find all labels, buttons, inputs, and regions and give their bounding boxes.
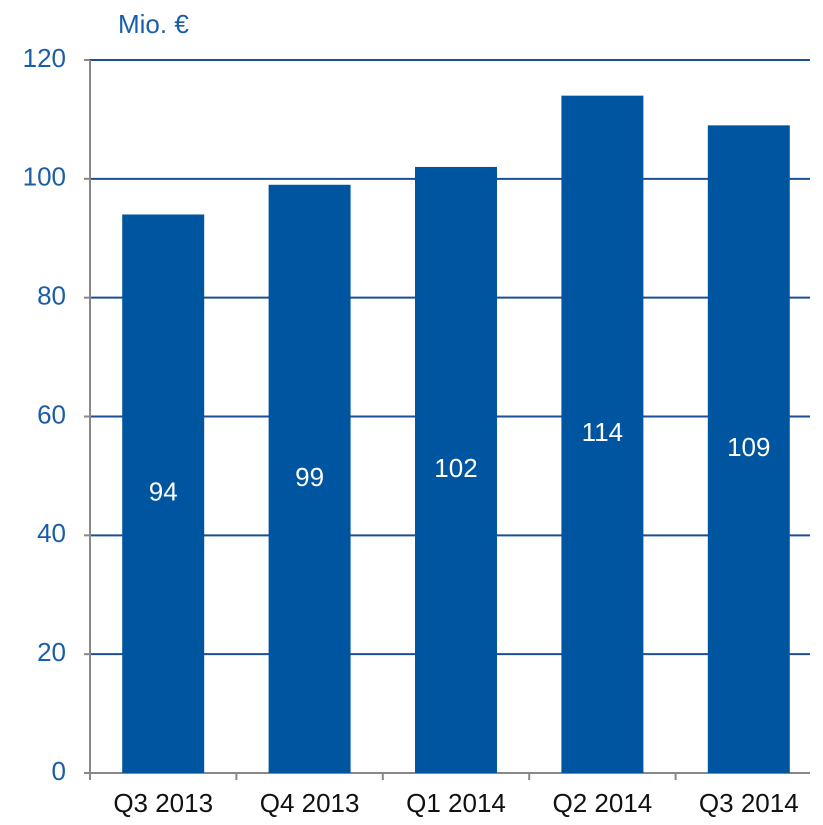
y-tick-label: 20 (37, 637, 66, 667)
y-tick-label: 80 (37, 281, 66, 311)
bar (268, 184, 351, 773)
chart-title: Mio. € (118, 9, 189, 39)
y-tick-label: 120 (23, 43, 66, 73)
x-tick-label: Q3 2013 (113, 788, 213, 818)
y-tick-label: 0 (52, 756, 66, 786)
bar (122, 214, 205, 773)
bar (561, 95, 644, 773)
x-tick-label: Q2 2014 (553, 788, 653, 818)
data-label: 102 (434, 453, 477, 483)
data-label: 99 (295, 462, 324, 492)
x-tick-label: Q3 2014 (699, 788, 799, 818)
bar (707, 125, 790, 773)
bar (415, 166, 497, 773)
x-tick-label: Q1 2014 (406, 788, 506, 818)
y-tick-label: 40 (37, 518, 66, 548)
data-label: 94 (149, 477, 178, 507)
y-tick-label: 100 (23, 162, 66, 192)
y-tick-label: 60 (37, 399, 66, 429)
data-label: 109 (727, 432, 770, 462)
x-tick-label: Q4 2013 (260, 788, 360, 818)
data-label: 114 (582, 417, 623, 447)
